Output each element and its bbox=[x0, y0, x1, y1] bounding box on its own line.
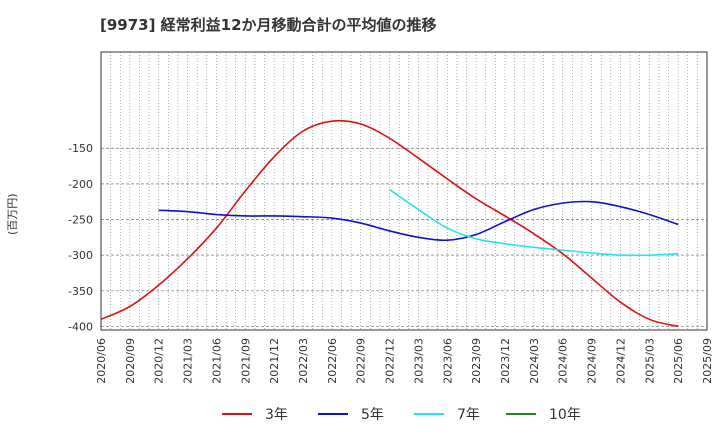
legend-label-2: 5年 bbox=[361, 407, 384, 423]
x-tick-label: 2023/06 bbox=[441, 338, 454, 384]
x-tick-label: 2023/09 bbox=[470, 338, 483, 384]
x-tick-label: 2020/06 bbox=[95, 338, 108, 384]
x-tick-label: 2022/06 bbox=[326, 338, 339, 384]
y-tick-label: -350 bbox=[68, 285, 93, 298]
legend-label-3: 7年 bbox=[457, 407, 480, 423]
series-line-3 bbox=[389, 188, 679, 257]
series-lines bbox=[100, 119, 679, 328]
y-tick-label: -400 bbox=[68, 320, 93, 333]
x-tick-label: 2024/12 bbox=[614, 338, 627, 384]
x-tick-label: 2021/06 bbox=[210, 338, 223, 384]
x-tick-label: 2022/09 bbox=[355, 338, 368, 384]
x-tick-label: 2021/03 bbox=[182, 338, 195, 384]
x-tick-label: 2022/03 bbox=[297, 338, 310, 384]
x-tick-label: 2024/03 bbox=[528, 338, 541, 384]
legend: 3年 5年 7年 10年 bbox=[222, 407, 581, 423]
series-line-2 bbox=[158, 200, 679, 242]
x-tick-label: 2024/09 bbox=[586, 338, 599, 384]
legend-label-1: 3年 bbox=[265, 407, 288, 423]
legend-label-4: 10年 bbox=[549, 407, 581, 423]
chart-title: [9973] 経常利益12か月移動合計の平均値の推移 bbox=[100, 16, 437, 34]
x-tick-label: 2021/09 bbox=[239, 338, 252, 384]
x-tick-label: 2020/09 bbox=[124, 338, 137, 384]
plot-area bbox=[100, 51, 708, 331]
x-tick-label: 2021/12 bbox=[268, 338, 281, 384]
x-tick-label: 2024/06 bbox=[557, 338, 570, 384]
x-tick-label: 2025/03 bbox=[643, 338, 656, 384]
x-tick-label: 2022/12 bbox=[384, 338, 397, 384]
y-tick-label: -200 bbox=[68, 178, 93, 191]
y-tick-label: -300 bbox=[68, 249, 93, 262]
x-tick-label: 2025/06 bbox=[672, 338, 685, 384]
grid-lines bbox=[101, 52, 707, 330]
y-tick-label: -150 bbox=[68, 142, 93, 155]
x-tick-label: 2025/09 bbox=[701, 338, 714, 384]
x-tick-label: 2020/12 bbox=[153, 338, 166, 384]
x-tick-label: 2023/12 bbox=[499, 338, 512, 384]
y-tick-label: -250 bbox=[68, 214, 93, 227]
series-line-1 bbox=[100, 119, 679, 328]
x-axis-ticks: 2020/06 2020/09 2020/12 2021/03 2021/06 2021/… bbox=[95, 338, 714, 384]
y-axis-ticks: -150 -200 -250 -300 -350 -400 bbox=[68, 142, 93, 333]
x-tick-label: 2023/03 bbox=[412, 338, 425, 384]
